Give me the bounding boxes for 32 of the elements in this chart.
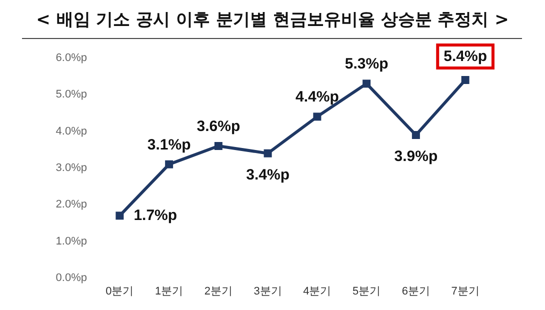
point — [165, 160, 174, 168]
point — [214, 142, 222, 150]
y-tick-label: 0.0%p — [56, 272, 87, 284]
x-tick-label: 0분기 — [106, 286, 134, 298]
chart-title: < 배임 기소 공시 이후 분기별 현금보유비율 상승분 추정치 > — [35, 9, 510, 31]
x-tick-label: 4분기 — [303, 286, 332, 298]
x-tick-label: 2분기 — [204, 286, 232, 298]
y-tick-label: 2.0%p — [56, 198, 87, 211]
point — [362, 80, 371, 88]
data-label: 3.4%p — [246, 166, 290, 184]
point — [412, 131, 420, 139]
data-label: 3.1%p — [147, 136, 191, 154]
point — [116, 212, 124, 220]
data-label: 3.6%p — [196, 118, 240, 135]
y-tick-label: 3.0%p — [56, 162, 87, 174]
data-label: 3.9%p — [394, 148, 438, 165]
y-tick-label: 1.0%p — [56, 235, 87, 248]
data-label: 1.7%p — [134, 207, 178, 224]
x-tick-label: 1분기 — [155, 286, 184, 298]
x-tick-label: 3분기 — [254, 286, 282, 298]
point — [264, 149, 272, 158]
x-tick-label: 5분기 — [352, 286, 381, 298]
data-label: 5.3%p — [344, 56, 388, 73]
y-tick-label: 4.0%p — [56, 125, 87, 138]
x-tick-label: 6분기 — [402, 286, 430, 298]
point — [461, 76, 470, 84]
data-label: 4.4%p — [296, 88, 339, 106]
x-tick-label: 7분기 — [451, 286, 480, 298]
y-tick-label: 6.0%p — [56, 52, 87, 64]
data-label: 5.4%p — [444, 48, 487, 65]
point — [313, 112, 322, 121]
y-tick-label: 5.0%p — [56, 88, 87, 101]
